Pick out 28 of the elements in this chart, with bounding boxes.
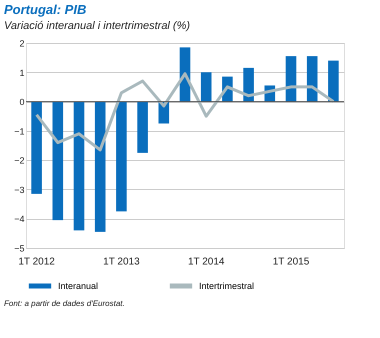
y-tick-label: −2	[14, 156, 24, 166]
x-tick-label: 1T 2014	[188, 256, 225, 268]
bar	[137, 102, 148, 153]
x-tick-label: 1T 2012	[18, 256, 56, 268]
x-tick-label: 1T 2013	[103, 256, 140, 268]
y-tick-label: −4	[14, 214, 24, 224]
bar	[200, 72, 212, 102]
chart-title: Portugal: PIB	[4, 2, 86, 17]
bar	[306, 56, 318, 102]
legend-label: Intertrimestral	[199, 281, 254, 291]
y-tick-label: 2	[19, 38, 24, 48]
bar	[52, 102, 64, 220]
bar	[328, 60, 339, 102]
chart-subtitle: Variació interanual i intertrimestral (%)	[4, 20, 190, 32]
y-tick-label: −1	[14, 126, 24, 136]
bar	[31, 102, 42, 194]
bar	[94, 102, 106, 232]
bar	[286, 56, 296, 102]
text: Font: a partir de dades d'Eurostat.	[4, 299, 125, 308]
legend-label: Interanual	[58, 281, 98, 291]
x-tick-label: 1T 2015	[272, 256, 310, 268]
y-tick-label: 1	[19, 68, 24, 78]
line-series	[35, 72, 335, 152]
y-tick-label: −3	[14, 184, 24, 195]
y-tick-label: 0	[19, 97, 24, 108]
bar	[74, 102, 84, 230]
y-tick-label: −5	[14, 244, 24, 254]
bar	[116, 102, 127, 212]
